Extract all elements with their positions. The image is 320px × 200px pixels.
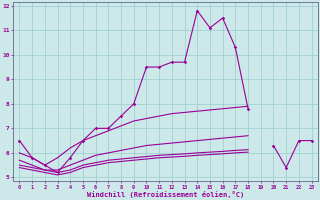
- X-axis label: Windchill (Refroidissement éolien,°C): Windchill (Refroidissement éolien,°C): [87, 191, 244, 198]
